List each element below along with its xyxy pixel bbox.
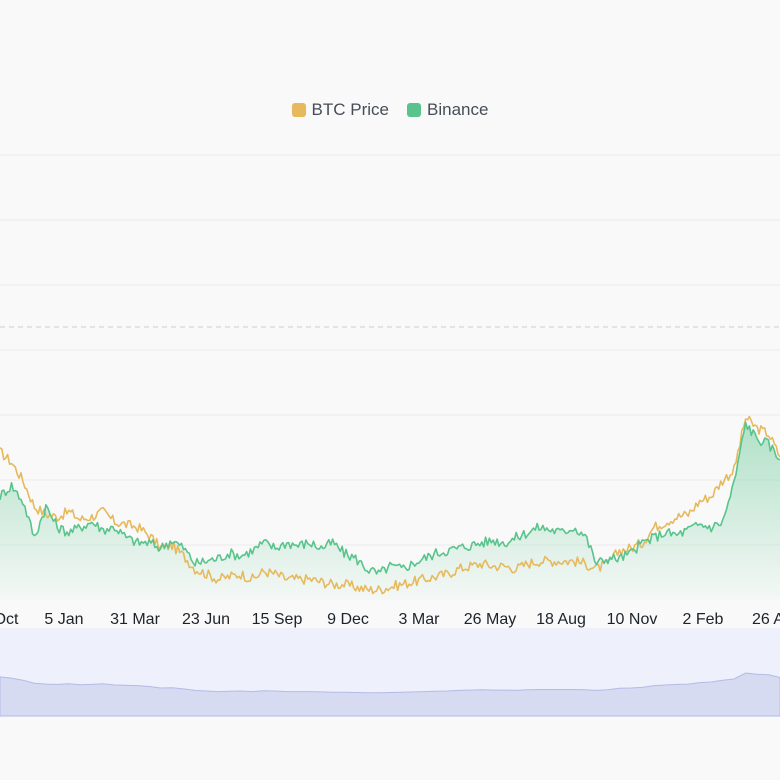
- legend-label-binance: Binance: [427, 100, 489, 119]
- gridlines: [0, 154, 780, 546]
- series-area-binance: [0, 422, 780, 600]
- legend-item-binance[interactable]: Binance: [407, 100, 488, 120]
- x-tick-label: 18 Aug: [536, 611, 586, 628]
- legend: BTC Price Binance: [0, 100, 780, 120]
- x-tick-label: 23 Jun: [182, 611, 230, 628]
- x-tick-label: 5 Jan: [44, 611, 83, 628]
- x-tick-label: 26 A: [752, 611, 780, 628]
- series-areas: [0, 422, 780, 600]
- x-tick-label: 2 Feb: [683, 611, 724, 628]
- legend-swatch-binance: [407, 103, 422, 117]
- x-tick-label: 31 Mar: [110, 611, 160, 628]
- series-line-btc-price: [0, 415, 780, 595]
- legend-item-btc-price[interactable]: BTC Price: [291, 100, 390, 120]
- x-tick-label: Oct: [0, 611, 19, 628]
- legend-swatch-btc-price: [291, 103, 306, 117]
- x-axis-ticks: Oct 5 Jan 31 Mar 23 Jun 15 Sep 9 Dec 3 Mar 26 M…: [0, 611, 780, 628]
- x-tick-label: 9 Dec: [327, 611, 369, 628]
- navigator-area: [0, 672, 780, 717]
- series-line-binance: [0, 421, 780, 575]
- navigator: [0, 628, 780, 717]
- x-tick-label: 26 May: [464, 611, 516, 628]
- x-tick-label: 3 Mar: [399, 611, 441, 628]
- x-tick-label: 15 Sep: [252, 611, 303, 628]
- series-lines: [0, 415, 780, 595]
- legend-label-btc-price: BTC Price: [311, 100, 390, 119]
- x-tick-label: 10 Nov: [607, 611, 658, 628]
